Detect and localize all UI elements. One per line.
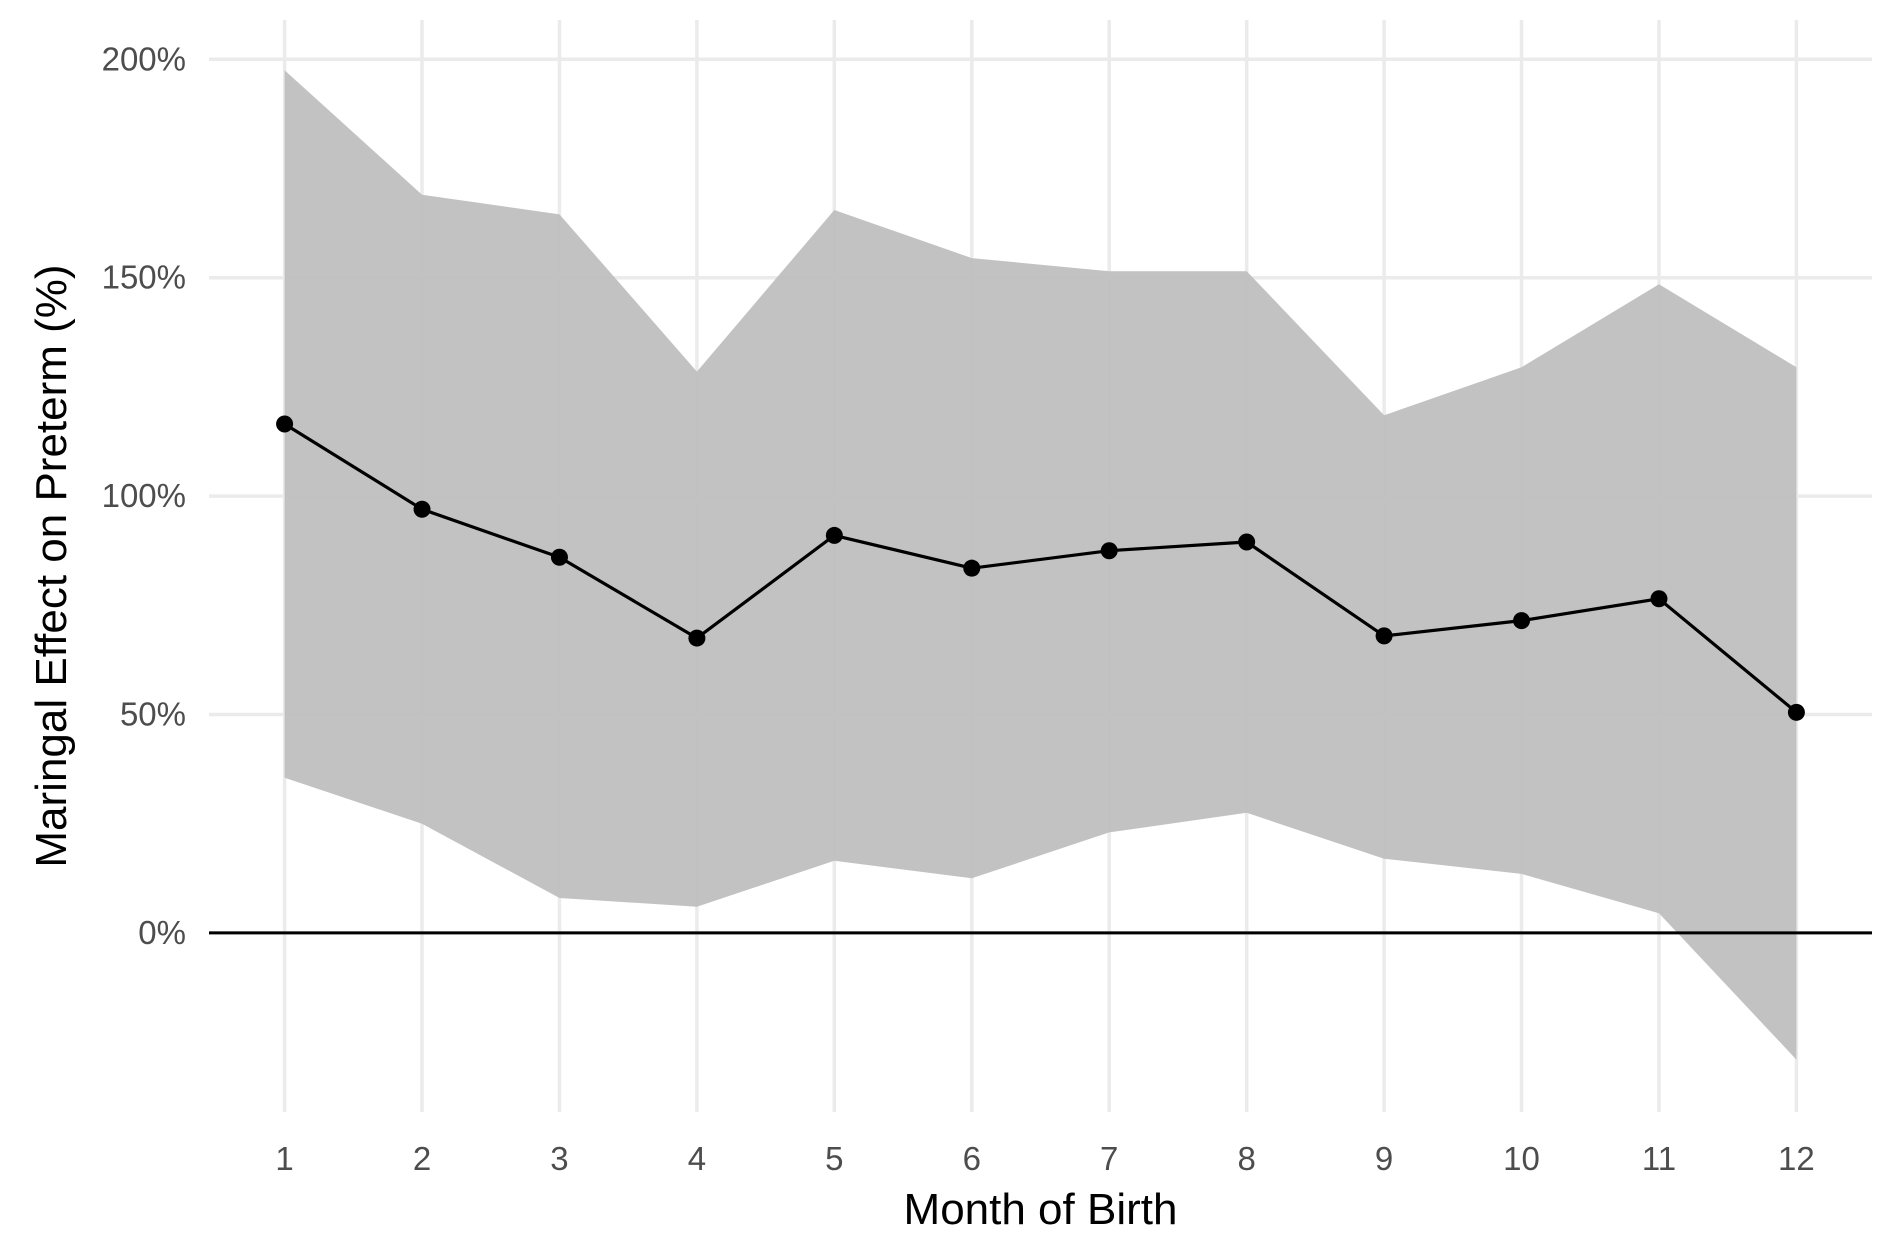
y-tick-label: 150% <box>102 259 186 296</box>
data-point <box>550 548 568 566</box>
x-tick-label: 10 <box>1503 1140 1540 1177</box>
data-point <box>1787 703 1805 721</box>
data-point <box>1100 542 1118 560</box>
x-tick-labels: 1 2 3 4 5 6 7 8 9 10 11 12 <box>275 1140 1814 1177</box>
x-tick-label: 7 <box>1100 1140 1118 1177</box>
data-points <box>276 415 1805 721</box>
y-tick-label: 50% <box>120 696 186 733</box>
x-tick-label: 12 <box>1778 1140 1815 1177</box>
confidence-band <box>284 70 1797 1060</box>
y-tick-label: 0% <box>138 914 186 951</box>
x-tick-label: 1 <box>275 1140 293 1177</box>
data-point <box>1238 533 1256 551</box>
data-point <box>963 559 981 577</box>
data-point <box>1375 627 1393 645</box>
x-tick-label: 9 <box>1375 1140 1393 1177</box>
x-tick-label: 4 <box>688 1140 706 1177</box>
series-line <box>283 422 1798 714</box>
x-axis-title: Month of Birth <box>904 1185 1178 1234</box>
y-tick-labels: 0% 50% 100% 150% 200% <box>102 40 186 951</box>
data-point <box>413 500 431 518</box>
x-tick-label: 5 <box>825 1140 843 1177</box>
x-tick-label: 8 <box>1237 1140 1255 1177</box>
x-tick-label: 2 <box>413 1140 431 1177</box>
data-point <box>276 415 294 433</box>
data-point <box>1650 590 1668 608</box>
x-tick-label: 3 <box>550 1140 568 1177</box>
y-tick-label: 100% <box>102 477 186 514</box>
y-tick-label: 200% <box>102 40 186 77</box>
data-point <box>688 629 706 647</box>
x-tick-label: 11 <box>1642 1140 1676 1177</box>
data-point <box>1513 612 1531 630</box>
data-point <box>825 526 843 544</box>
x-tick-label: 6 <box>963 1140 981 1177</box>
y-axis-title: Maringal Effect on Preterm (%) <box>27 264 76 867</box>
